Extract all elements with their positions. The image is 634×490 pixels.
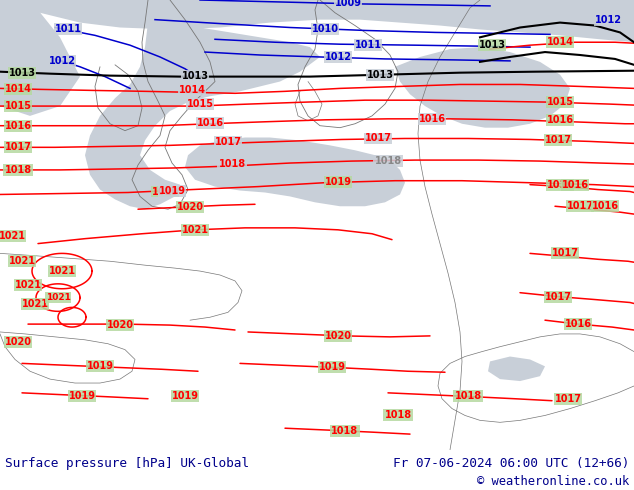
Text: 1021: 1021 xyxy=(0,231,25,241)
Polygon shape xyxy=(488,357,545,381)
Text: 1020: 1020 xyxy=(4,337,32,347)
Text: 1016: 1016 xyxy=(4,121,32,131)
Text: 1021: 1021 xyxy=(22,299,48,310)
Text: 1019: 1019 xyxy=(172,391,198,401)
Text: 1018: 1018 xyxy=(4,165,32,175)
Text: 1014: 1014 xyxy=(547,37,574,47)
Polygon shape xyxy=(0,0,634,42)
Text: 1020: 1020 xyxy=(325,331,351,341)
Text: 1018: 1018 xyxy=(384,411,411,420)
Polygon shape xyxy=(0,0,80,116)
Text: 1017: 1017 xyxy=(214,137,242,147)
Text: 1021: 1021 xyxy=(8,256,36,266)
Polygon shape xyxy=(185,138,405,206)
Text: 1012: 1012 xyxy=(48,56,75,66)
Text: 1019: 1019 xyxy=(318,362,346,372)
Text: 1016: 1016 xyxy=(564,319,592,329)
Text: 1013: 1013 xyxy=(181,71,209,81)
Text: 1010: 1010 xyxy=(311,24,339,34)
Text: 1012: 1012 xyxy=(595,15,621,24)
Text: 1011: 1011 xyxy=(354,40,382,50)
Text: 1021: 1021 xyxy=(48,266,75,276)
Text: 1017: 1017 xyxy=(567,201,593,211)
Text: Surface pressure [hPa] UK-Global: Surface pressure [hPa] UK-Global xyxy=(5,457,249,470)
Text: 1019: 1019 xyxy=(68,391,96,401)
Text: 1016: 1016 xyxy=(562,180,588,190)
Text: 1009: 1009 xyxy=(335,0,361,8)
Text: 1018: 1018 xyxy=(455,391,482,401)
Text: 1020: 1020 xyxy=(176,202,204,212)
Text: 1016: 1016 xyxy=(418,114,446,124)
Text: 1014: 1014 xyxy=(179,85,205,96)
Text: Fr 07-06-2024 06:00 UTC (12+66): Fr 07-06-2024 06:00 UTC (12+66) xyxy=(392,457,629,470)
Text: 1014: 1014 xyxy=(4,84,32,95)
Text: 1017: 1017 xyxy=(545,135,571,146)
Text: 1021: 1021 xyxy=(15,280,41,290)
Text: 1019: 1019 xyxy=(158,186,186,196)
Text: 1012: 1012 xyxy=(325,52,351,62)
Text: 1013: 1013 xyxy=(8,68,36,78)
Text: 1021: 1021 xyxy=(181,225,209,235)
Text: 1016: 1016 xyxy=(547,180,574,190)
Text: 1011: 1011 xyxy=(55,24,82,34)
Text: 1015: 1015 xyxy=(186,99,214,109)
Text: © weatheronline.co.uk: © weatheronline.co.uk xyxy=(477,475,629,489)
Text: 1018: 1018 xyxy=(219,159,245,169)
Text: 1016: 1016 xyxy=(547,115,574,125)
Text: 1019: 1019 xyxy=(325,177,351,187)
Text: 1017: 1017 xyxy=(552,248,578,258)
Text: 1019: 1019 xyxy=(86,361,113,371)
Text: 1017: 1017 xyxy=(365,133,392,144)
Text: 1016: 1016 xyxy=(197,118,224,128)
Text: 1017: 1017 xyxy=(555,394,581,404)
Text: 1016: 1016 xyxy=(592,201,619,211)
Text: 1018: 1018 xyxy=(375,156,401,166)
Text: 1013: 1013 xyxy=(479,40,505,50)
Text: 1013: 1013 xyxy=(366,70,394,80)
Text: 1018: 1018 xyxy=(332,426,359,436)
Polygon shape xyxy=(85,0,320,209)
Polygon shape xyxy=(395,47,570,128)
Text: 1021: 1021 xyxy=(46,293,70,302)
Text: 1019: 1019 xyxy=(152,187,179,196)
Text: 1017: 1017 xyxy=(4,142,32,152)
Text: 1017: 1017 xyxy=(545,292,571,302)
Text: 1020: 1020 xyxy=(107,320,134,330)
Text: 1015: 1015 xyxy=(4,101,32,111)
Text: 1015: 1015 xyxy=(547,97,574,107)
